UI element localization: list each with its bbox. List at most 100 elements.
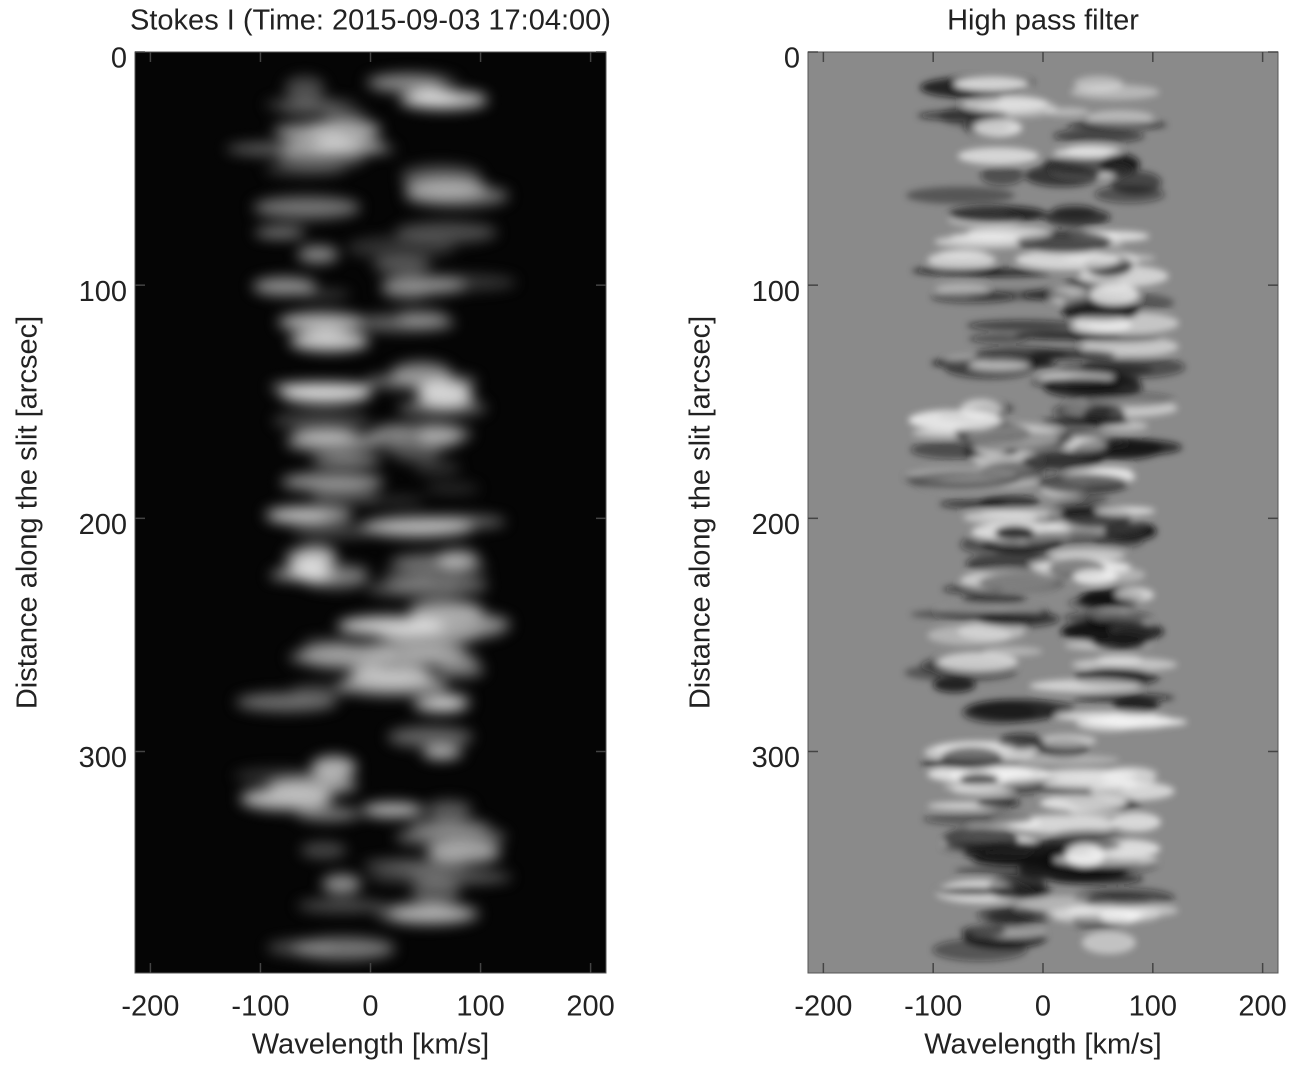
- image-texture: [904, 75, 1188, 962]
- image-blob: [373, 255, 432, 275]
- x-tick-label: 100: [456, 991, 504, 1023]
- image-blob: [1103, 521, 1157, 542]
- y-tick-label: 200: [79, 509, 127, 541]
- image-blob: [1100, 908, 1141, 925]
- x-axis-label: Wavelength [km/s]: [252, 1029, 489, 1061]
- image-blob: [982, 646, 1043, 657]
- image-blob: [960, 925, 1007, 937]
- image-blob: [397, 400, 487, 416]
- image-blob: [973, 346, 1068, 362]
- image-blob: [278, 312, 365, 332]
- image-blob: [1071, 307, 1132, 319]
- image-blob: [994, 525, 1035, 541]
- image-blob: [1112, 697, 1159, 716]
- image-blob: [412, 695, 464, 712]
- image-blob: [1044, 107, 1090, 117]
- image-blob: [1094, 185, 1165, 204]
- image-blob: [963, 95, 1049, 113]
- image-blob: [975, 797, 1021, 809]
- image-blob: [425, 800, 473, 819]
- image-blob: [1030, 377, 1118, 388]
- image-blob: [380, 441, 442, 456]
- y-axis-label: Distance along the slit [arcsec]: [685, 316, 717, 709]
- x-tick-label: -200: [794, 991, 852, 1023]
- image-blob: [1081, 931, 1136, 955]
- y-tick-label: 0: [784, 43, 800, 75]
- image-blob: [424, 483, 480, 495]
- image-blob: [1065, 144, 1121, 159]
- image-blob: [989, 885, 1054, 900]
- image-blob: [362, 859, 467, 870]
- image-blob: [1112, 812, 1161, 832]
- image-blob: [906, 186, 1015, 205]
- image-blob: [240, 787, 333, 811]
- image-blob: [1096, 654, 1143, 665]
- image-blob: [300, 842, 347, 859]
- image-blob: [932, 938, 1028, 962]
- x-tick-label: 200: [566, 991, 614, 1023]
- image-blob: [978, 572, 1065, 593]
- image-blob: [1062, 253, 1156, 263]
- image-blob: [311, 139, 386, 152]
- x-tick-label: 100: [1129, 991, 1177, 1023]
- image-blob: [417, 382, 473, 406]
- image-blob: [406, 871, 512, 883]
- image-blob: [289, 331, 370, 352]
- x-tick-label: 0: [1035, 991, 1051, 1023]
- image-blob: [1020, 755, 1120, 765]
- image-blob: [975, 610, 1060, 628]
- image-blob: [922, 812, 1033, 826]
- image-blob: [322, 874, 362, 894]
- image-blob: [939, 499, 1008, 509]
- image-blob: [336, 674, 449, 696]
- image-blob: [937, 652, 1018, 672]
- image-blob: [285, 432, 383, 453]
- image-blob: [957, 147, 1040, 165]
- image-blob: [966, 226, 1052, 240]
- image-blob: [1037, 473, 1129, 495]
- image-blob: [272, 410, 371, 432]
- image-blob: [1069, 333, 1162, 344]
- image-blob: [297, 290, 351, 299]
- image-blob: [310, 756, 357, 779]
- chart-title: High pass filter: [947, 5, 1139, 37]
- image-blob: [365, 580, 459, 597]
- image-blob: [1089, 284, 1140, 306]
- image-blob: [313, 386, 361, 395]
- image-blob: [394, 221, 498, 243]
- image-blob: [1089, 781, 1175, 801]
- image-blob: [959, 773, 999, 787]
- image-blob: [337, 615, 444, 637]
- y-tick-label: 300: [752, 742, 800, 774]
- image-blob: [954, 865, 1061, 877]
- y-tick-label: 0: [111, 43, 127, 75]
- image-blob: [1064, 438, 1107, 451]
- image-blob: [966, 426, 1060, 449]
- image-blob: [254, 227, 306, 238]
- image-blob: [973, 118, 1023, 137]
- image-blob: [235, 692, 338, 712]
- image-blob: [1052, 402, 1113, 421]
- image-blob: [358, 642, 467, 660]
- image-blob: [935, 283, 989, 295]
- x-tick-label: -100: [904, 991, 962, 1023]
- image-blob: [1038, 769, 1137, 781]
- image-blob: [291, 525, 379, 538]
- image-blob: [252, 277, 317, 296]
- image-blob: [280, 472, 385, 492]
- image-blob: [426, 840, 502, 865]
- image-blob: [1067, 595, 1139, 612]
- image-blob: [1050, 873, 1144, 885]
- image-blob: [278, 100, 341, 116]
- image-blob: [437, 549, 480, 570]
- y-tick-label: 300: [79, 742, 127, 774]
- image-blob: [369, 73, 445, 93]
- image-blob: [409, 274, 517, 291]
- image-blob: [288, 650, 390, 665]
- image-blob: [296, 545, 335, 562]
- image-blob: [951, 783, 1015, 797]
- x-tick-label: 0: [362, 991, 378, 1023]
- image-blob: [980, 509, 1063, 518]
- image-blob: [292, 937, 395, 960]
